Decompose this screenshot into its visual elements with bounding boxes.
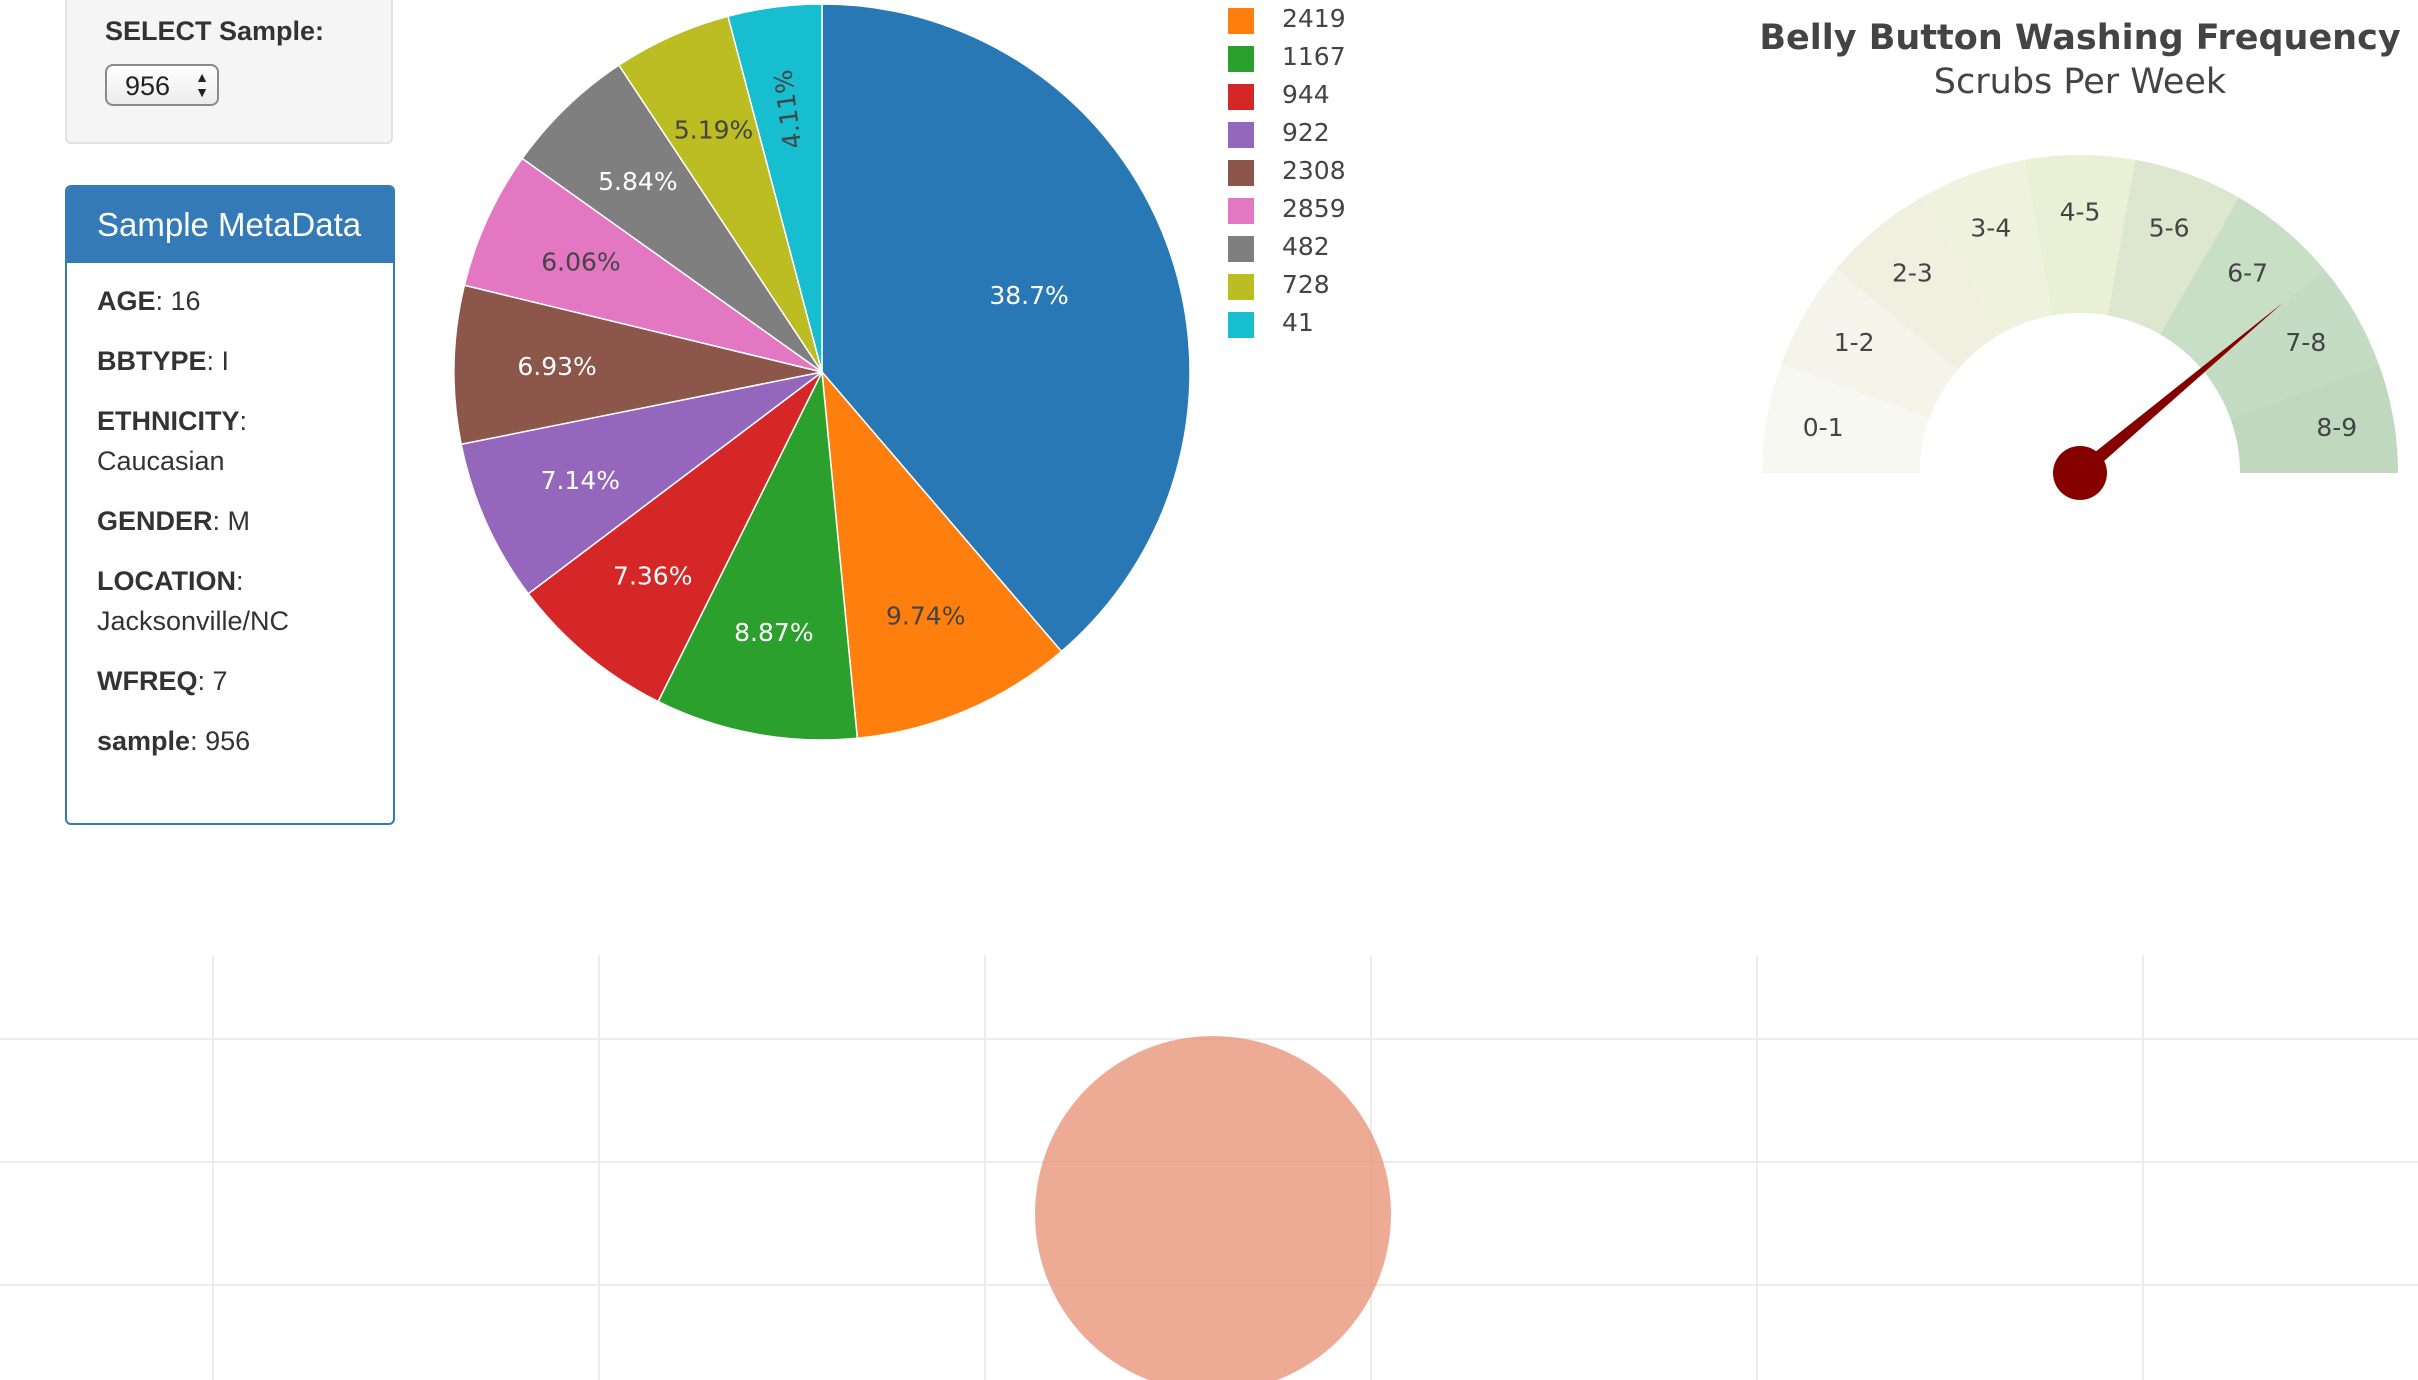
metadata-item-ethnicity: ETHNICITY: Caucasian: [97, 406, 248, 476]
gauge-subtitle: Scrubs Per Week: [1933, 62, 2227, 102]
pie-slice-1795[interactable]: [821, 3, 1191, 653]
bubble-marker[interactable]: [1035, 1036, 1391, 1380]
metadata-key: BBTYPE: [97, 346, 207, 376]
gauge-sector-label: 5-6: [2149, 213, 2190, 242]
legend-label: 944: [1282, 80, 1330, 109]
legend-swatch: [1228, 274, 1254, 300]
gauge-sector-label: 6-7: [2227, 259, 2268, 288]
metadata-key: AGE: [97, 286, 156, 316]
legend-swatch: [1228, 312, 1254, 338]
gauge-sector-7-8[interactable]: [2202, 268, 2379, 419]
metadata-item-sample: sample: 956: [97, 726, 251, 756]
metadata-value: I: [221, 346, 230, 376]
select-sample-label: SELECT Sample:: [105, 16, 325, 46]
legend-label: 922: [1282, 118, 1330, 147]
pie-slice-label: 6.06%: [541, 247, 620, 276]
pie-slice-944[interactable]: [527, 371, 823, 703]
metadata-value: 16: [170, 286, 201, 316]
gauge-sector-label: 7-8: [2285, 328, 2326, 357]
metadata-key: GENDER: [97, 506, 213, 536]
pie-slice-2859[interactable]: [463, 157, 823, 373]
legend-swatch: [1228, 46, 1254, 72]
metadata-item-location: LOCATION: Jacksonville/NC: [97, 566, 290, 636]
gauge-needle-hub: [2053, 446, 2107, 500]
metadata-item-age: AGE: 16: [97, 286, 201, 316]
metadata-key: WFREQ: [97, 666, 198, 696]
legend-label: 1167: [1282, 42, 1346, 71]
legend-label: 2308: [1282, 156, 1346, 185]
legend-swatch: [1228, 84, 1254, 110]
sample-select-panel: SELECT Sample: 956 ▲ ▼: [65, 0, 393, 144]
legend-swatch: [1228, 236, 1254, 262]
pie-chart: 38.7% 9.74% 8.87% 7.36% 7.14% 6.93% 6.06% 5.84%…: [453, 3, 1191, 741]
gauge-sector-8-9[interactable]: [2230, 364, 2398, 473]
legend-label: 41: [1282, 308, 1314, 337]
metadata-key: LOCATION: [97, 566, 236, 596]
pie-slice-label: 5.19%: [674, 116, 753, 145]
pie-slice-label: 38.7%: [989, 281, 1068, 310]
metadata-panel-title: Sample MetaData: [67, 187, 393, 263]
gauge-sector-label: 1-2: [1834, 328, 1875, 357]
gauge-sector-1-2[interactable]: [1781, 268, 1958, 419]
sample-select-dropdown[interactable]: 956 ▲ ▼: [105, 64, 219, 106]
pie-slice-482[interactable]: [521, 64, 823, 373]
stepper-arrows-icon: ▲ ▼: [195, 69, 209, 100]
metadata-key: ETHNICITY: [97, 406, 240, 436]
pie-slice-label: 9.74%: [886, 601, 965, 630]
pie-slice-label: 6.93%: [517, 352, 596, 381]
legend-label: 2859: [1282, 194, 1346, 223]
pie-slice-1167[interactable]: [657, 369, 859, 741]
bubble-chart: [0, 955, 2418, 1380]
legend-swatch: [1228, 160, 1254, 186]
metadata-value: 956: [205, 726, 251, 756]
gauge-sector-label: 2-3: [1892, 259, 1933, 288]
legend-label: 728: [1282, 270, 1330, 299]
metadata-key: sample: [97, 726, 191, 756]
legend-swatch: [1228, 198, 1254, 224]
gauge-needle: [2075, 302, 2284, 479]
gauge-sector-label: 4-5: [2060, 198, 2101, 227]
legend-label: 2419: [1282, 4, 1346, 33]
gauge-sector-4-5[interactable]: [2024, 155, 2136, 316]
legend-swatch: [1228, 8, 1254, 34]
pie-slice-2308[interactable]: [453, 284, 823, 446]
gauge-sector-5-6[interactable]: [2107, 159, 2239, 335]
gauge-title: Belly Button Washing Frequency: [1759, 18, 2401, 58]
metadata-item-bbtype: BBTYPE: I: [97, 346, 230, 376]
gauge-sector-6-7[interactable]: [2160, 197, 2324, 371]
metadata-value: M: [227, 506, 251, 536]
pie-slice-2419[interactable]: [821, 369, 1063, 740]
metadata-item-gender: GENDER: M: [97, 506, 251, 536]
legend-swatch: [1228, 122, 1254, 148]
metadata-value: Caucasian: [97, 446, 225, 476]
gauge-sector-0-1[interactable]: [1762, 364, 1930, 473]
metadata-value: Jacksonville/NC: [97, 606, 290, 636]
pie-slice-41[interactable]: [727, 3, 823, 373]
gauge-sector-label: 3-4: [1970, 213, 2011, 242]
gauge-sector-2-3[interactable]: [1836, 197, 2000, 371]
pie-slice-label: 7.14%: [541, 466, 620, 495]
metadata-list: AGE: 16 BBTYPE: I ETHNICITY: Caucasian GEND…: [67, 263, 393, 799]
pie-slice-label: 7.36%: [613, 561, 692, 590]
pie-slice-922[interactable]: [460, 371, 823, 595]
pie-slice-label: 5.84%: [598, 167, 677, 196]
pie-slice-label: 8.87%: [734, 618, 813, 647]
washing-frequency-gauge: 0-1 1-2 2-3 3-4 4-5 5-6 6-7 7-8 8-9: [1762, 155, 2398, 500]
legend-label: 482: [1282, 232, 1330, 261]
sample-metadata-panel: Sample MetaData AGE: 16 BBTYPE: I ETHNICIT…: [65, 185, 395, 825]
gauge-sector-3-4[interactable]: [1921, 159, 2053, 335]
gauge-sector-label: 8-9: [2316, 413, 2357, 442]
metadata-item-wfreq: WFREQ: 7: [97, 666, 228, 696]
metadata-value: 7: [212, 666, 228, 696]
gauge-sector-label: 0-1: [1803, 413, 1844, 442]
selected-sample-value: 956: [125, 71, 171, 101]
